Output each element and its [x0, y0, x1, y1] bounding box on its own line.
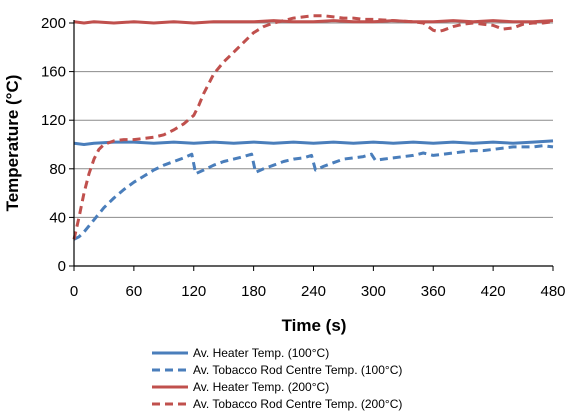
gridlines — [74, 22, 553, 218]
x-tick-label: 240 — [301, 283, 326, 300]
legend-label-2: Av. Tobacco Rod Centre Temp. (100°C) — [193, 363, 402, 377]
legend-label-4: Av. Tobacco Rod Centre Temp. (200°C) — [193, 397, 402, 411]
y-tick-label: 80 — [49, 161, 66, 178]
x-tick-label: 300 — [361, 283, 386, 300]
legend-label-3: Av. Heater Temp. (200°C) — [193, 380, 329, 394]
x-axis-title: Time (s) — [282, 316, 347, 335]
y-axis-title: Temperature (°C) — [3, 75, 22, 212]
y-tick-labels: 0 40 80 120 160 200 — [41, 15, 66, 275]
y-tick-label: 200 — [41, 15, 66, 32]
x-tick-label: 60 — [126, 283, 143, 300]
data-series — [72, 14, 554, 241]
legend: Av. Heater Temp. (100°C) Av. Tobacco Rod … — [152, 346, 402, 411]
x-tick-label: 480 — [540, 283, 565, 300]
x-tick-labels: 0 60 120 180 240 300 360 420 480 — [70, 283, 566, 300]
y-tick-label: 120 — [41, 112, 66, 129]
x-tick-label: 180 — [241, 283, 266, 300]
series-line-3 — [73, 19, 554, 25]
y-tick-label: 0 — [58, 258, 66, 275]
x-tick-label: 360 — [421, 283, 446, 300]
y-tick-label: 40 — [49, 209, 66, 226]
series-line-4 — [72, 14, 554, 240]
y-tick-label: 160 — [41, 64, 66, 81]
x-tick-label: 0 — [70, 283, 78, 300]
series-line-1 — [73, 139, 554, 146]
series-line-2 — [73, 144, 554, 241]
x-tick-label: 120 — [181, 283, 206, 300]
axes — [69, 20, 554, 271]
x-tick-label: 420 — [481, 283, 506, 300]
legend-label-1: Av. Heater Temp. (100°C) — [193, 346, 329, 360]
